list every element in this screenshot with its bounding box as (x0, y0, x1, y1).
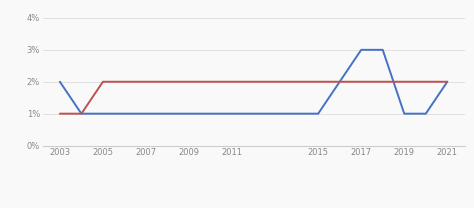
Boscawen Elementary School (315, 113, 321, 115)
Boscawen Elementary School (57, 80, 63, 83)
Line: (NH) State Average: (NH) State Average (60, 82, 447, 114)
(NH) State Average (315, 80, 321, 83)
(NH) State Average (423, 80, 428, 83)
Boscawen Elementary School (100, 113, 106, 115)
Line: Boscawen Elementary School: Boscawen Elementary School (60, 50, 447, 114)
Boscawen Elementary School (401, 113, 407, 115)
Boscawen Elementary School (79, 113, 84, 115)
(NH) State Average (79, 113, 84, 115)
Boscawen Elementary School (445, 80, 450, 83)
(NH) State Average (401, 80, 407, 83)
(NH) State Average (380, 80, 385, 83)
(NH) State Average (57, 113, 63, 115)
(NH) State Average (445, 80, 450, 83)
(NH) State Average (358, 80, 364, 83)
Boscawen Elementary School (358, 49, 364, 51)
Boscawen Elementary School (423, 113, 428, 115)
Boscawen Elementary School (380, 49, 385, 51)
(NH) State Average (100, 80, 106, 83)
